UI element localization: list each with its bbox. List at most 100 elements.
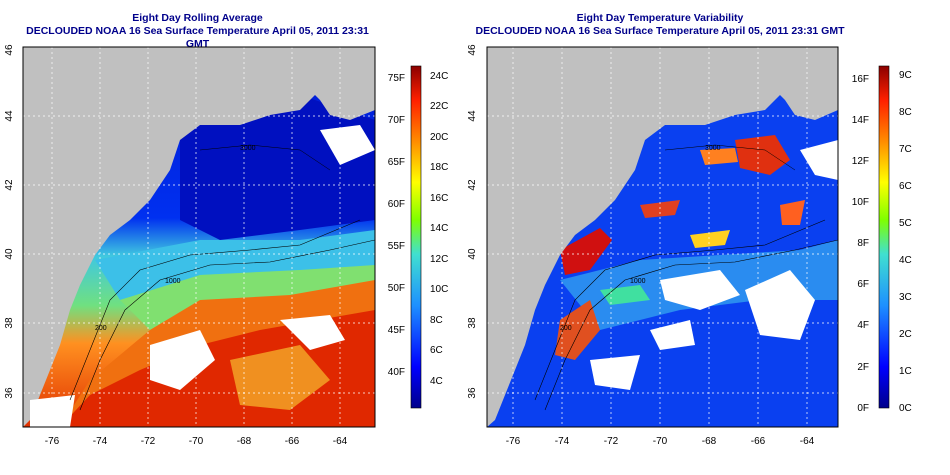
left-colorbar-C: 18C xyxy=(430,162,448,173)
left-map-frame xyxy=(23,47,375,427)
left-colorbar-C: 12C xyxy=(430,254,448,265)
right-colorbar-F: 8F xyxy=(857,238,869,249)
right-high-var-patch-1 xyxy=(560,228,612,275)
right-contour-label: 200 xyxy=(560,325,572,332)
left-colorbar-F: 65F xyxy=(388,157,405,168)
right-colorbar-F: 10F xyxy=(852,197,869,208)
right-cloud-mask-2 xyxy=(745,270,815,340)
left-x-tick: -64 xyxy=(333,436,348,447)
right-high-var-patch-5 xyxy=(555,300,600,360)
right-x-tick: -70 xyxy=(653,436,668,447)
left-colorbar-F: 75F xyxy=(388,73,405,84)
left-colorbar-C: 10C xyxy=(430,284,448,295)
right-mid-var-patch-2 xyxy=(600,285,650,305)
right-colorbar-C: 2C xyxy=(899,329,912,340)
right-colorbar-C: 5C xyxy=(899,218,912,229)
left-x-tick: -68 xyxy=(237,436,252,447)
right-colorbar xyxy=(878,65,890,409)
left-colorbar-F: 70F xyxy=(388,115,405,126)
right-cloud-mask-1 xyxy=(660,270,740,310)
right-colorbar-C: 3C xyxy=(899,292,912,303)
right-nova-scotia xyxy=(765,55,838,120)
right-colorbar-F: 16F xyxy=(852,74,869,85)
right-x-tick: -64 xyxy=(800,436,815,447)
left-grid xyxy=(23,47,375,427)
right-x-tick: -68 xyxy=(702,436,717,447)
left-cloud-mask-1 xyxy=(150,330,215,390)
left-y-tick: 44 xyxy=(4,110,15,122)
left-colorbar-C: 4C xyxy=(430,376,443,387)
right-y-tick: 42 xyxy=(467,179,478,191)
right-colorbar-F: 4F xyxy=(857,320,869,331)
left-colorbar-C: 8C xyxy=(430,315,443,326)
left-cloud-mask-4 xyxy=(30,395,75,427)
right-colorbar-F: 12F xyxy=(852,156,869,167)
right-map-border xyxy=(486,46,839,428)
right-cloud-mask-4 xyxy=(590,355,640,390)
right-contour-label: 1000 xyxy=(630,278,646,285)
right-x-tick: -66 xyxy=(751,436,766,447)
right-y-tick: 44 xyxy=(467,110,478,122)
right-grid xyxy=(487,47,838,427)
right-contour-200 xyxy=(534,219,826,401)
left-cloud-mask-3 xyxy=(320,125,375,165)
left-y-tick: 46 xyxy=(4,44,15,56)
left-x-tick: -74 xyxy=(93,436,108,447)
left-contour-200 xyxy=(69,219,361,401)
right-y-tick: 36 xyxy=(467,387,478,399)
right-cloud-mask-3 xyxy=(650,320,695,350)
right-colorbar-C: 9C xyxy=(899,70,912,81)
left-contour-label: 3000 xyxy=(240,145,256,152)
right-x-tick: -74 xyxy=(555,436,570,447)
left-colorbar-C: 20C xyxy=(430,132,448,143)
left-colorbar-C: 6C xyxy=(430,345,443,356)
right-mid-var-patch xyxy=(690,230,730,248)
left-title-line1: Eight Day Rolling Average xyxy=(132,12,263,24)
left-colorbar-F: 55F xyxy=(388,241,405,252)
right-x-tick: -76 xyxy=(506,436,521,447)
right-y-tick: 46 xyxy=(467,44,478,56)
left-x-tick: -76 xyxy=(45,436,60,447)
left-colorbar-C: 24C xyxy=(430,71,448,82)
left-y-tick: 38 xyxy=(4,317,15,329)
left-colorbar-F: 40F xyxy=(388,367,405,378)
left-colorbar-C: 16C xyxy=(430,193,448,204)
right-colorbar-C: 4C xyxy=(899,255,912,266)
left-colorbar-F: 50F xyxy=(388,283,405,294)
left-x-tick: -70 xyxy=(189,436,204,447)
left-contour-label: 1000 xyxy=(165,278,181,285)
right-colorbar-F: 2F xyxy=(857,362,869,373)
right-x-tick: -72 xyxy=(604,436,619,447)
right-y-tick: 40 xyxy=(467,248,478,260)
left-y-tick: 40 xyxy=(4,248,15,260)
right-colorbar-C: 8C xyxy=(899,107,912,118)
right-y-tick: 38 xyxy=(467,317,478,329)
left-colorbar xyxy=(410,65,422,409)
left-x-tick: -72 xyxy=(141,436,156,447)
left-x-tick: -66 xyxy=(285,436,300,447)
right-cloud-mask-5 xyxy=(800,140,838,180)
left-warm-eddy xyxy=(230,345,330,410)
left-y-tick: 36 xyxy=(4,387,15,399)
right-colorbar-F: 0F xyxy=(857,403,869,414)
right-high-var-patch-6 xyxy=(780,200,805,225)
right-title-line2: DECLOUDED NOAA 16 Sea Surface Temperatur… xyxy=(475,25,845,37)
left-colorbar-C: 22C xyxy=(430,101,448,112)
left-nova-scotia xyxy=(300,55,375,120)
right-contour-gom xyxy=(664,144,796,171)
left-map-border xyxy=(22,46,376,428)
right-high-var-patch-3 xyxy=(700,148,738,165)
left-colorbar-C: 14C xyxy=(430,223,448,234)
left-colorbar-F: 60F xyxy=(388,199,405,210)
right-contour-label: 3000 xyxy=(705,145,721,152)
left-colorbar-F: 45F xyxy=(388,325,405,336)
right-colorbar-C: 6C xyxy=(899,181,912,192)
left-contour-1000 xyxy=(79,239,375,411)
right-map-title: Eight Day Temperature Variability DECLOU… xyxy=(475,12,845,38)
right-title-line1: Eight Day Temperature Variability xyxy=(576,12,744,24)
right-land xyxy=(487,47,838,427)
left-contour-gom xyxy=(199,144,331,171)
right-map-frame xyxy=(487,47,838,427)
right-colorbar-C: 0C xyxy=(899,403,912,414)
